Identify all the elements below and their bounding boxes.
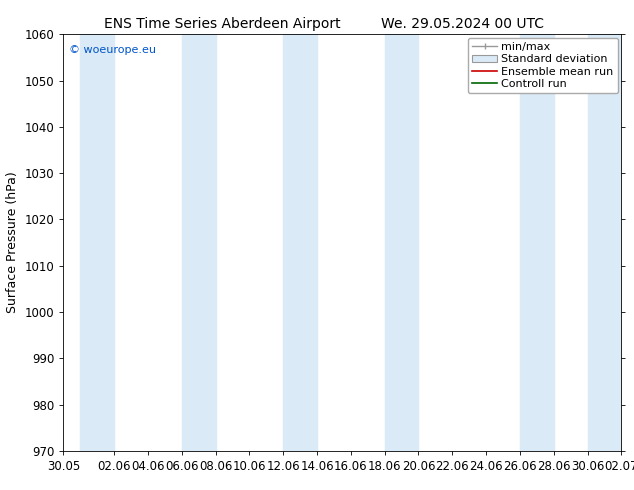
Text: © woeurope.eu: © woeurope.eu: [69, 45, 156, 55]
Bar: [385, 34, 418, 451]
Title: ENS Time Series Aberdeen Airport    We. 29.05.2024 00 UTC: ENS Time Series Aberdeen Airport We. 29.…: [0, 489, 1, 490]
Bar: [81, 34, 114, 451]
Y-axis label: Surface Pressure (hPa): Surface Pressure (hPa): [6, 172, 19, 314]
Bar: [588, 34, 621, 451]
Bar: [283, 34, 317, 451]
Bar: [520, 34, 553, 451]
Legend: min/max, Standard deviation, Ensemble mean run, Controll run: min/max, Standard deviation, Ensemble me…: [468, 38, 618, 93]
Bar: [182, 34, 216, 451]
Text: ENS Time Series Aberdeen Airport: ENS Time Series Aberdeen Airport: [103, 17, 340, 31]
Text: We. 29.05.2024 00 UTC: We. 29.05.2024 00 UTC: [381, 17, 545, 31]
